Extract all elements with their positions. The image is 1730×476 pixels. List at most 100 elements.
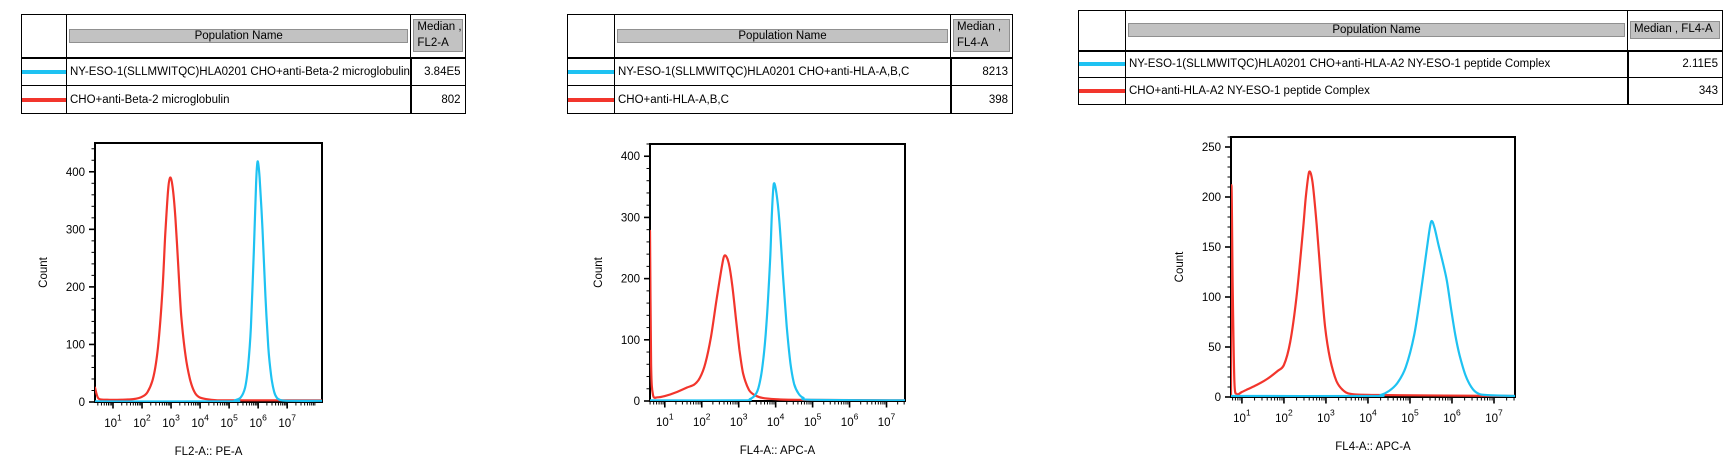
population-color-swatch xyxy=(568,97,614,102)
y-tick-label: 100 xyxy=(1202,292,1221,304)
y-tick-label: 150 xyxy=(1202,242,1221,254)
median-header: Median , FL4-A xyxy=(953,19,1010,53)
x-axis: 101 102 103 104 105 106 107 xyxy=(1232,397,1515,426)
x-tick-label: 107 xyxy=(278,413,296,431)
x-tick-label: 106 xyxy=(841,412,859,430)
swatch-cell xyxy=(21,85,67,114)
table-row: NY-ESO-1(SLLMWITQC)HLA0201 CHO+anti-HLA-… xyxy=(567,57,1013,86)
y-axis: 0 100 200 300 400 xyxy=(621,143,650,408)
plot-frame xyxy=(94,142,323,403)
population-name-header: Population Name xyxy=(617,28,948,43)
population-name-header-cell: Population Name xyxy=(1125,10,1628,52)
x-tick-label: 103 xyxy=(162,413,180,431)
x-axis: 101 102 103 104 105 106 107 xyxy=(649,401,905,430)
swatch-header-cell xyxy=(1078,10,1126,52)
y-tick-label: 300 xyxy=(66,224,85,236)
y-tick-label: 200 xyxy=(66,282,85,294)
y-axis: 0 100 200 300 400 xyxy=(66,148,95,409)
median-header: Median , FL4-A xyxy=(1630,21,1720,39)
population-name: CHO+anti-HLA-A2 NY-ESO-1 peptide Complex xyxy=(1125,77,1628,105)
population-name: NY-ESO-1(SLLMWITQC)HLA0201 CHO+anti-HLA-… xyxy=(1125,50,1628,78)
swatch-cell xyxy=(567,57,615,86)
table-row: CHO+anti-HLA-A,B,C 398 xyxy=(567,85,1013,114)
swatch-cell xyxy=(21,57,67,86)
population-table-2: Population Name Median , FL4-A NY-ESO-1(… xyxy=(567,14,1013,114)
x-tick-label: 107 xyxy=(1485,408,1503,426)
median-header-line2: FL4-A xyxy=(957,36,989,49)
x-tick-label: 104 xyxy=(1359,408,1377,426)
x-tick-label: 101 xyxy=(656,412,674,430)
median-value: 2.11E5 xyxy=(1626,50,1723,78)
swatch-cell xyxy=(567,85,615,114)
median-header-cell: Median , FL4-A xyxy=(950,14,1013,59)
x-tick-label: 103 xyxy=(730,412,748,430)
population-name: CHO+anti-HLA-A,B,C xyxy=(614,85,951,114)
x-tick-label: 105 xyxy=(804,412,822,430)
x-tick-label: 105 xyxy=(1401,408,1419,426)
x-tick-label: 107 xyxy=(878,412,896,430)
median-header-line1: Median , xyxy=(957,21,1002,34)
x-tick-label: 104 xyxy=(191,413,209,431)
y-tick-label: 100 xyxy=(621,335,640,347)
population-color-swatch xyxy=(1079,89,1125,93)
swatch-cell xyxy=(1078,77,1126,105)
median-header-line2: FL2-A xyxy=(417,36,449,49)
table-grid-1: Population Name Median , FL2-A NY-ESO-1(… xyxy=(21,14,466,114)
x-axis-label: FL2-A:: PE-A xyxy=(175,446,243,458)
table-row: CHO+anti-HLA-A2 NY-ESO-1 peptide Complex… xyxy=(1078,77,1723,105)
plot-frame xyxy=(649,143,906,402)
y-tick-label: 250 xyxy=(1202,142,1221,154)
median-header: Median , FL2-A xyxy=(413,19,463,53)
y-tick-label: 200 xyxy=(621,274,640,286)
x-tick-label: 103 xyxy=(1317,408,1335,426)
population-name-header: Population Name xyxy=(1128,23,1625,38)
swatch-header-cell xyxy=(567,14,615,59)
histogram-curve-cyan xyxy=(1231,219,1515,397)
population-name: CHO+anti-Beta-2 microglobulin xyxy=(65,85,412,114)
x-tick-label: 106 xyxy=(1443,408,1461,426)
histogram-curve-red xyxy=(1231,170,1515,397)
histogram-curve-cyan xyxy=(650,182,905,401)
x-tick-label: 102 xyxy=(1275,408,1293,426)
table-row: CHO+anti-Beta-2 microglobulin 802 xyxy=(21,85,466,114)
median-value: 8213 xyxy=(949,57,1013,86)
x-tick-label: 102 xyxy=(133,413,151,431)
histogram-plot-2: 0 100 200 300 400 101 102 103 104 105 106 107 FL4-A:… xyxy=(593,143,906,457)
y-axis-label: Count xyxy=(38,256,50,287)
population-name: NY-ESO-1(SLLMWITQC)HLA0201 CHO+anti-Beta… xyxy=(65,57,412,86)
population-table-1: Population Name Median , FL2-A NY-ESO-1(… xyxy=(21,14,466,114)
y-tick-label: 400 xyxy=(66,167,85,179)
histogram-curve-red xyxy=(95,176,322,402)
median-value: 802 xyxy=(409,85,466,114)
median-header-line1: Median , xyxy=(417,21,462,34)
x-axis-label: FL4-A:: APC-A xyxy=(740,445,816,457)
population-name-header-cell: Population Name xyxy=(614,14,951,59)
table-header-row: Population Name Median , FL4-A xyxy=(1078,10,1723,52)
histogram-curve-cyan xyxy=(95,160,322,402)
y-axis-label: Count xyxy=(1174,251,1186,282)
population-table-3: Population Name Median , FL4-A NY-ESO-1(… xyxy=(1078,10,1723,105)
swatch-header-cell xyxy=(21,14,67,59)
y-tick-label: 100 xyxy=(66,339,85,351)
x-tick-label: 106 xyxy=(249,413,267,431)
table-header-row: Population Name Median , FL2-A xyxy=(21,14,466,59)
y-axis: 0 50 100 150 200 250 xyxy=(1202,136,1231,404)
y-tick-label: 0 xyxy=(1215,392,1221,404)
y-tick-label: 400 xyxy=(621,151,640,163)
population-name-header: Population Name xyxy=(69,28,409,43)
table-header-row: Population Name Median , FL4-A xyxy=(567,14,1013,59)
median-header-cell: Median , FL4-A xyxy=(1627,10,1723,52)
x-axis-label: FL4-A:: APC-A xyxy=(1335,441,1411,453)
y-tick-label: 50 xyxy=(1208,342,1221,354)
plot-frame xyxy=(1230,136,1516,398)
median-header-line1: Median , FL4-A xyxy=(1634,23,1713,36)
table-grid-3: Population Name Median , FL4-A NY-ESO-1(… xyxy=(1078,10,1723,105)
y-axis-label: Count xyxy=(593,256,605,287)
population-color-swatch xyxy=(568,69,614,74)
y-tick-label: 300 xyxy=(621,212,640,224)
population-color-swatch xyxy=(1079,62,1125,67)
histogram-plot-1: 0 100 200 300 400 101 102 103 104 105 106 107 FL2-A:… xyxy=(38,142,323,458)
median-value: 343 xyxy=(1626,77,1723,105)
swatch-cell xyxy=(1078,50,1126,78)
